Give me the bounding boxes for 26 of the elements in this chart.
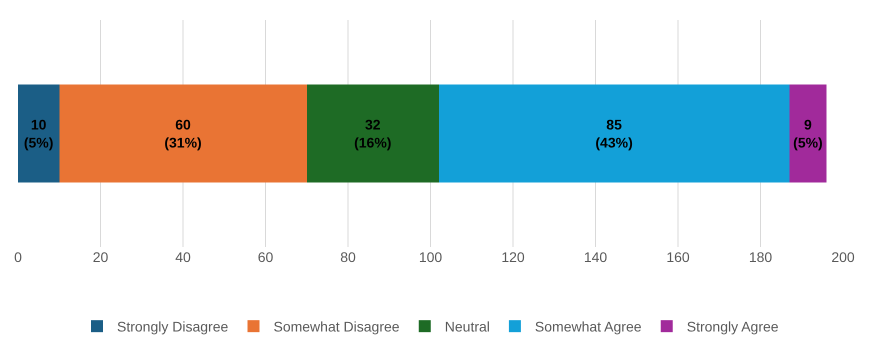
data-label: 85 (43%) [595,116,633,151]
bar [789,84,826,182]
data-label: 9 (5%) [793,116,823,151]
x-tick-label: 40 [175,249,191,265]
data-label: 60 (31%) [164,116,202,151]
bar [438,84,790,182]
bar [18,84,60,182]
legend-label: Strongly Agree [686,318,779,335]
x-tick-label: 100 [418,249,442,265]
legend-label: Neutral [444,318,490,335]
x-tick-label: 0 [14,249,22,265]
legend-label: Strongly Disagree [117,318,228,335]
bar [59,84,307,182]
data-label: 32 (16%) [354,116,392,151]
x-tick-label: 20 [92,249,108,265]
x-tick-label: 80 [340,249,356,265]
legend-label: Somewhat Agree [534,318,642,335]
x-tick-label: 200 [831,249,855,265]
legend-label: Somewhat Disagree [273,318,400,335]
bar [306,84,439,182]
x-tick-label: 60 [258,249,274,265]
x-tick-label: 160 [666,249,690,265]
x-tick-label: 120 [501,249,525,265]
data-label: 10 (5%) [24,116,54,151]
x-tick-label: 180 [748,249,772,265]
x-tick-label: 140 [584,249,608,265]
